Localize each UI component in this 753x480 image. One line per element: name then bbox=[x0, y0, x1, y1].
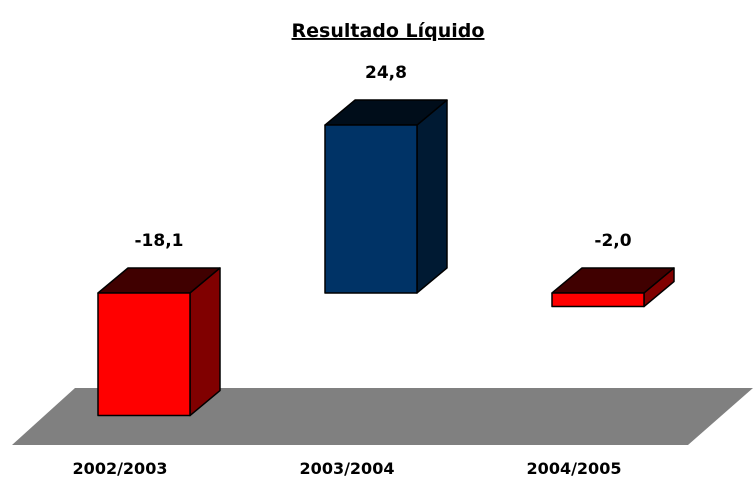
chart-title: Resultado Líquido bbox=[292, 20, 485, 42]
x-tick-label: 2003/2004 bbox=[300, 459, 395, 478]
bar-side bbox=[416, 99, 448, 294]
bar bbox=[551, 292, 645, 308]
bar bbox=[97, 292, 191, 417]
bar bbox=[324, 124, 418, 294]
x-tick-label: 2002/2003 bbox=[73, 459, 168, 478]
data-label: 24,8 bbox=[365, 63, 407, 83]
data-label: -2,0 bbox=[594, 231, 631, 251]
data-label: -18,1 bbox=[135, 231, 184, 251]
x-tick-label: 2004/2005 bbox=[527, 459, 622, 478]
